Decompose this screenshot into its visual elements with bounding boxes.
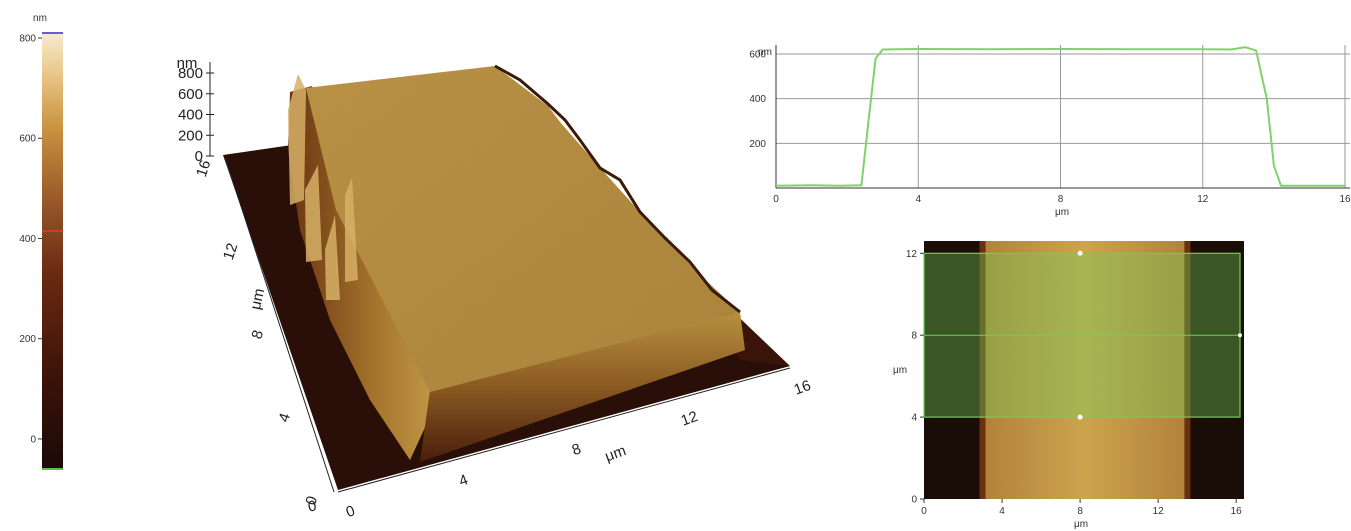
topview-x-tick-label: 4 (999, 506, 1005, 517)
colorbar-tick-label: 200 (19, 334, 36, 345)
profile-y-tick-label: 400 (749, 94, 766, 105)
colorbar-axis: 800 600 400 200 0 (19, 34, 42, 445)
topview-chart: 0 4 8 12 0 4 8 12 16 μm μm (893, 241, 1244, 530)
profile-grid (776, 45, 1350, 188)
colorbar-tick-label: 600 (19, 134, 36, 145)
profile-x-tick-label: 4 (915, 194, 921, 205)
topview-y-tick-label: 12 (906, 249, 918, 260)
topview-stripe-left-edge (979, 241, 986, 499)
topview-x-tick-label: 12 (1153, 506, 1165, 517)
topview-x-unit-label: μm (1074, 519, 1088, 530)
surface-stripe-front-wall (420, 312, 745, 462)
surface-y-tick-label: 4 (275, 411, 294, 424)
profile-y-tick-label: 600 (749, 49, 766, 60)
profile-y-tick-label: 200 (749, 139, 766, 150)
profile-y-unit-label: nm (758, 47, 772, 58)
profile-chart: nm 200 400 600 0 4 8 12 16 μm (749, 45, 1351, 218)
surface-x-axis (337, 367, 791, 493)
topview-selection-bottom-handle[interactable] (1077, 414, 1083, 420)
topview-stripe-right-edge (1184, 241, 1191, 499)
surface-z-tick-label: 800 (178, 65, 203, 82)
surface-stripe-plateau (306, 66, 740, 392)
profile-x-tick-label: 16 (1339, 194, 1351, 205)
topview-selection-top-handle[interactable] (1077, 250, 1083, 256)
surface-stripe-right-edge (494, 64, 741, 314)
surface-x-tick-label: 0 (344, 502, 358, 521)
profile-series-line (776, 46, 1345, 187)
topview-x-tick-label: 8 (1077, 506, 1083, 517)
surface-z-axis-ticks: 800 600 400 200 0 (178, 65, 214, 165)
surface-x-tick-label: 12 (679, 408, 700, 430)
colorbar-gradient (42, 33, 63, 469)
surface-z-unit-label: nm (177, 55, 198, 72)
topview-y-tick-label: 4 (911, 413, 917, 424)
topview-y-axis-ticks: 0 4 8 12 (906, 249, 924, 506)
surface-x-unit-label: μm (603, 442, 629, 465)
surface-y-axis (225, 159, 335, 493)
profile-x-unit-label: μm (1055, 207, 1069, 218)
colorbar: nm 800 600 400 200 0 (19, 13, 63, 470)
surface-y-tick-label: 8 (248, 328, 267, 341)
colorbar-tick-label: 800 (19, 34, 36, 45)
surface-z-tick-label: 200 (178, 127, 203, 144)
surface-x-tick-label: 16 (792, 377, 813, 399)
topview-y-tick-label: 8 (911, 331, 917, 342)
profile-x-tick-label: 8 (1058, 194, 1064, 205)
colorbar-tick-label: 0 (30, 434, 36, 445)
surface-left-peaks (288, 74, 358, 300)
surface-x-tick-label: 8 (570, 440, 584, 459)
surface-stripe-left-wall (288, 86, 440, 460)
profile-x-tick-label: 0 (773, 194, 779, 205)
surface-y-tick-label: 12 (220, 241, 241, 262)
surface-y-unit-label: μm (247, 287, 268, 311)
surface-z-tick-label: 600 (178, 86, 203, 103)
surface-z-tick-label: 0 (195, 148, 203, 165)
topview-x-tick-label: 16 (1231, 506, 1243, 517)
profile-x-axis-ticks: 0 4 8 12 16 (773, 194, 1351, 205)
surface-origin-label: 0 (307, 497, 318, 515)
surface-y-tick-label: 16 (193, 158, 214, 179)
topview-x-axis-ticks: 0 4 8 12 16 (921, 499, 1242, 517)
profile-y-axis-ticks: 200 400 600 (749, 49, 766, 149)
topview-y-unit-label: μm (893, 365, 907, 376)
profile-x-tick-label: 12 (1197, 194, 1209, 205)
topview-selection-right-handle[interactable] (1238, 333, 1242, 338)
surface-z-tick-label: 400 (178, 107, 203, 124)
colorbar-tick-label: 400 (19, 234, 36, 245)
topview-stripe (982, 241, 1188, 499)
topview-y-tick-label: 0 (911, 495, 917, 506)
topview-x-tick-label: 0 (921, 506, 927, 517)
colorbar-unit-label: nm (33, 13, 47, 24)
surface-x-tick-label: 4 (457, 471, 471, 490)
